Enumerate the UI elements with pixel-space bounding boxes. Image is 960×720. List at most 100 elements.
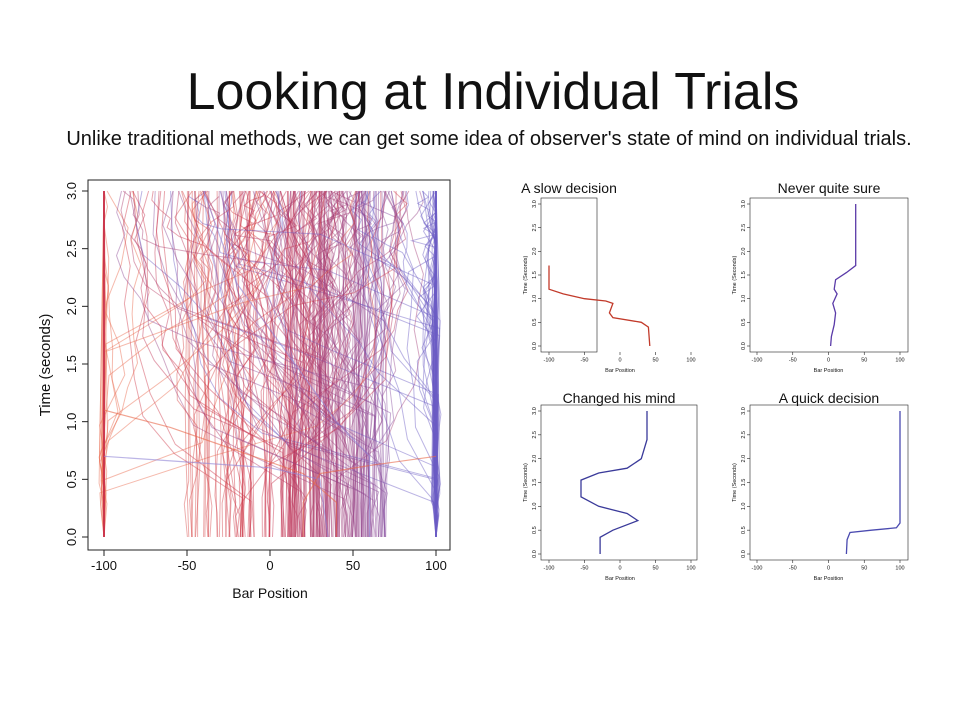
trial-trajectory — [355, 190, 387, 538]
x-tick-label: 50 — [861, 566, 867, 572]
trial-trajectory — [313, 190, 348, 538]
x-tick-label: 50 — [652, 566, 658, 572]
trial-trajectory — [292, 190, 341, 538]
trial-trajectory — [246, 190, 252, 538]
trial-trajectory — [184, 190, 190, 538]
trial-trajectory — [202, 190, 341, 538]
trial-trajectory — [225, 190, 441, 538]
trial-trajectory — [351, 190, 441, 538]
trial-trajectory — [256, 190, 352, 538]
trial-trajectory — [253, 190, 291, 538]
trial-trajectory — [306, 190, 332, 538]
trial-trajectory — [193, 190, 213, 538]
x-tick-label: 0 — [827, 358, 830, 364]
series-line — [845, 411, 901, 555]
trial-trajectory — [307, 190, 410, 538]
trial-trajectory — [314, 190, 330, 538]
trial-trajectory — [232, 190, 376, 538]
trial-trajectory — [355, 190, 362, 538]
y-tick-label: 1.0 — [741, 295, 747, 303]
trial-trajectory — [318, 190, 339, 538]
trial-trajectory — [224, 190, 254, 538]
x-tick-label: 50 — [652, 358, 658, 364]
trial-trajectory — [298, 190, 302, 538]
x-tick-label: -100 — [543, 358, 554, 364]
trial-trajectory — [281, 190, 316, 538]
trial-trajectory — [181, 190, 211, 538]
x-tick-label: 50 — [346, 558, 360, 573]
trial-trajectory — [327, 190, 367, 538]
trial-trajectory — [292, 190, 300, 538]
trial-trajectory — [270, 190, 397, 538]
trial-trajectory — [275, 190, 299, 538]
trial-trajectory — [250, 190, 272, 538]
y-tick-label: 2.0 — [741, 455, 747, 463]
trial-trajectory — [358, 196, 397, 538]
trial-trajectory — [280, 190, 321, 538]
trial-trajectory — [246, 190, 281, 538]
trial-trajectory — [306, 190, 347, 538]
trial-trajectory — [282, 190, 362, 538]
trial-trajectory — [292, 190, 333, 538]
trial-trajectory — [174, 190, 198, 538]
trial-trajectory — [274, 190, 292, 538]
trial-trajectory — [357, 190, 360, 538]
trial-trajectory — [227, 190, 232, 538]
trial-trajectory — [234, 190, 357, 538]
trial-trajectory — [324, 190, 365, 538]
trial-trajectory — [318, 190, 321, 538]
trial-trajectory — [181, 190, 211, 538]
trial-trajectory — [234, 190, 258, 538]
trial-trajectory — [359, 190, 389, 538]
y-tick-label: 2.5 — [532, 431, 538, 439]
trial-trajectory — [289, 190, 321, 538]
trial-trajectory — [313, 190, 335, 538]
x-tick-label: 100 — [686, 358, 695, 364]
trial-trajectory — [285, 190, 338, 538]
trial-trajectory — [235, 190, 341, 538]
trial-trajectory — [289, 190, 315, 538]
trial-trajectory — [102, 190, 262, 538]
y-axis-label: Time (Seconds) — [523, 256, 529, 295]
trial-trajectory — [293, 190, 352, 538]
trial-trajectory — [222, 190, 276, 538]
y-tick-label: 0.5 — [64, 470, 79, 488]
trial-trajectory — [342, 190, 351, 538]
trial-trajectory — [154, 190, 283, 538]
trial-trajectory — [315, 190, 321, 538]
series-line — [829, 204, 857, 347]
trial-trajectory — [219, 190, 441, 538]
trial-trajectory — [207, 190, 339, 538]
trial-trajectory — [191, 190, 211, 538]
trial-trajectory — [265, 190, 439, 538]
y-tick-label: 0.0 — [741, 342, 747, 350]
trial-trajectory — [129, 190, 350, 538]
x-tick-label: -50 — [581, 566, 589, 572]
x-tick-label: 0 — [618, 358, 621, 364]
trial-trajectory — [226, 190, 242, 538]
y-tick-label: 0.0 — [741, 550, 747, 558]
trial-trajectory — [132, 190, 253, 538]
trial-trajectory — [198, 190, 239, 538]
trial-trajectory — [225, 190, 251, 538]
trial-trajectory — [120, 190, 324, 538]
y-tick-label: 1.0 — [741, 503, 747, 511]
trial-trajectory — [241, 190, 288, 538]
trial-trajectory — [285, 190, 293, 538]
trial-trajectory — [372, 190, 378, 538]
trial-trajectory — [204, 190, 250, 538]
trial-trajectory — [178, 190, 373, 538]
trial-trajectory — [103, 190, 286, 538]
chart-title: Changed his mind — [563, 390, 676, 406]
trial-trajectory — [286, 190, 308, 538]
trial-trajectory — [312, 190, 350, 538]
trial-trajectory — [325, 190, 344, 538]
trial-trajectory — [174, 190, 295, 538]
trial-trajectory — [327, 190, 374, 538]
trial-trajectory — [333, 190, 424, 538]
trial-trajectory — [360, 190, 439, 538]
trial-trajectory — [245, 190, 285, 538]
trial-trajectory — [277, 190, 310, 538]
x-tick-label: 50 — [861, 358, 867, 364]
trajectories-group — [98, 190, 442, 538]
